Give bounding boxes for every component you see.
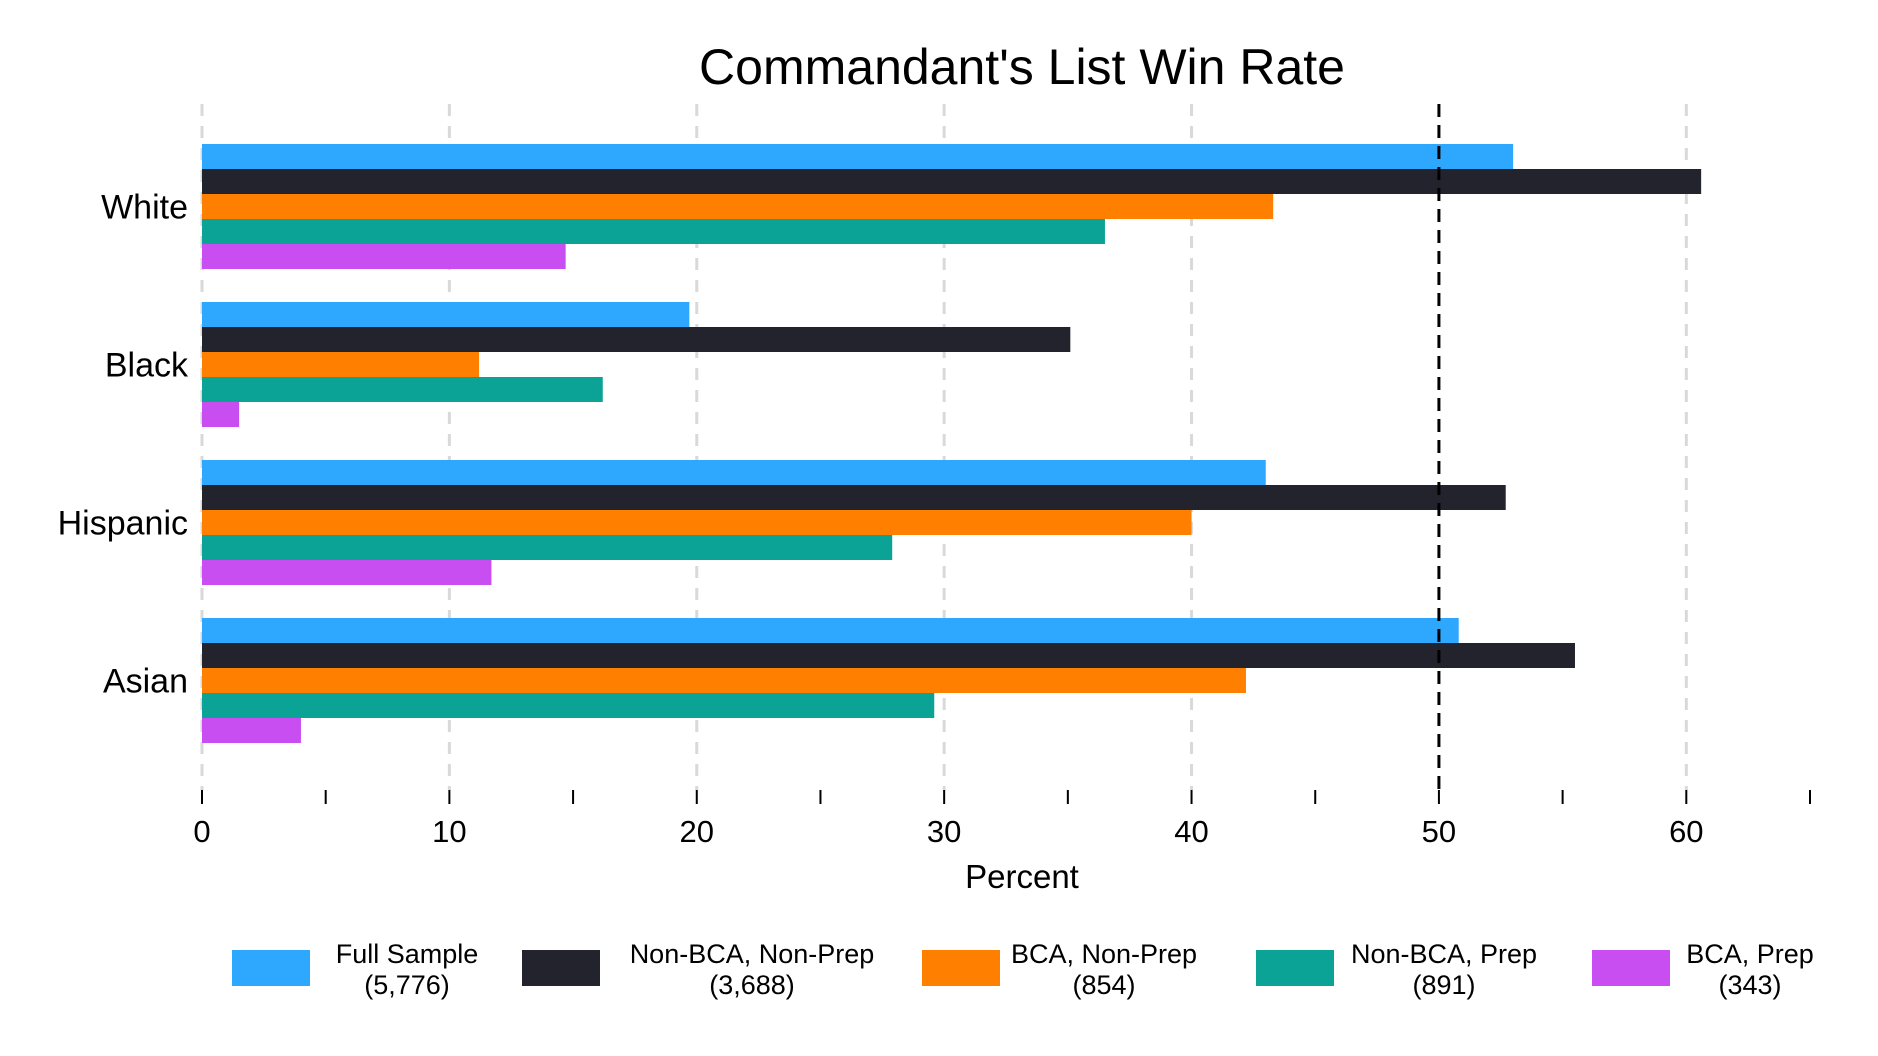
bar-asian-5 xyxy=(202,718,301,743)
legend-label-1: Full Sample xyxy=(336,939,479,969)
chart-title: Commandant's List Win Rate xyxy=(699,39,1345,95)
legend-count-4: (891) xyxy=(1412,970,1475,1000)
bar-black-5 xyxy=(202,402,240,427)
x-axis-title: Percent xyxy=(965,858,1079,895)
x-tick-label-30: 30 xyxy=(927,814,961,849)
bar-asian-4 xyxy=(202,693,935,718)
legend-swatch-1 xyxy=(232,950,310,986)
legend-label-3: BCA, Non-Prep xyxy=(1011,939,1197,969)
legend-label-2: Non-BCA, Non-Prep xyxy=(630,939,875,969)
x-tick-label-0: 0 xyxy=(193,814,210,849)
bar-black-2 xyxy=(202,327,1071,352)
x-tick-label-10: 10 xyxy=(432,814,466,849)
category-label-hispanic: Hispanic xyxy=(58,505,188,543)
bar-hispanic-5 xyxy=(202,560,492,585)
legend-count-1: (5,776) xyxy=(364,970,450,1000)
legend-count-5: (343) xyxy=(1718,970,1781,1000)
bar-hispanic-1 xyxy=(202,460,1266,485)
legend-count-3: (854) xyxy=(1072,970,1135,1000)
legend-swatch-4 xyxy=(1256,950,1334,986)
bar-hispanic-2 xyxy=(202,485,1506,510)
category-label-asian: Asian xyxy=(103,663,188,701)
bar-black-1 xyxy=(202,302,690,327)
category-label-white: White xyxy=(101,189,188,227)
legend-swatch-3 xyxy=(922,950,1000,986)
bar-white-5 xyxy=(202,244,566,269)
bar-white-1 xyxy=(202,144,1514,169)
bar-white-2 xyxy=(202,169,1702,194)
bar-black-4 xyxy=(202,377,603,402)
bar-white-3 xyxy=(202,194,1274,219)
legend-label-5: BCA, Prep xyxy=(1686,939,1814,969)
legend: Full Sample(5,776) Non-BCA, Non-Prep(3,68… xyxy=(232,939,1814,1000)
bar-hispanic-4 xyxy=(202,535,893,560)
category-label-black: Black xyxy=(105,347,189,385)
x-tick-label-50: 50 xyxy=(1422,814,1456,849)
bar-black-3 xyxy=(202,352,480,377)
x-tick-label-60: 60 xyxy=(1669,814,1703,849)
bar-asian-2 xyxy=(202,643,1575,668)
legend-label-4: Non-BCA, Prep xyxy=(1351,939,1537,969)
bars xyxy=(202,144,1702,743)
legend-swatch-5 xyxy=(1592,950,1670,986)
bar-white-4 xyxy=(202,219,1105,244)
bar-asian-1 xyxy=(202,618,1459,643)
legend-swatch-2 xyxy=(522,950,600,986)
x-tick-label-20: 20 xyxy=(680,814,714,849)
x-tick-label-40: 40 xyxy=(1174,814,1208,849)
category-labels: White Black Hispanic Asian xyxy=(58,189,189,701)
legend-count-2: (3,688) xyxy=(709,970,795,1000)
bar-hispanic-3 xyxy=(202,510,1192,535)
bar-asian-3 xyxy=(202,668,1246,693)
x-axis: 0 10 20 30 40 50 60 xyxy=(193,790,1811,849)
